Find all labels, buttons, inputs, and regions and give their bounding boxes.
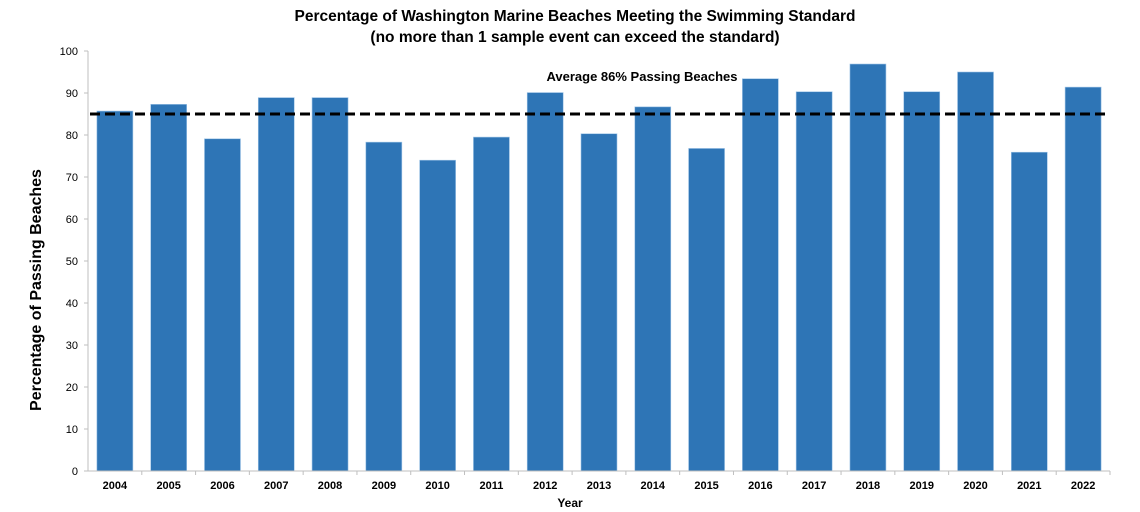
bar-2009 — [365, 141, 403, 472]
bar-2019 — [903, 91, 941, 472]
y-tick-label: 90 — [66, 88, 78, 100]
x-tick-label: 2010 — [425, 480, 449, 492]
x-tick-label: 2007 — [264, 480, 288, 492]
y-tick-label: 80 — [66, 130, 78, 142]
x-tick-label: 2011 — [479, 480, 503, 492]
x-tick-label: 2015 — [694, 480, 718, 492]
average-line-label: Average 86% Passing Beaches — [546, 69, 737, 84]
y-tick-label: 30 — [66, 340, 78, 352]
bar-2007 — [257, 97, 295, 472]
x-tick-label: 2016 — [748, 480, 772, 492]
y-tick-label: 70 — [66, 172, 78, 184]
bar-2016 — [742, 78, 779, 472]
x-tick-label: 2017 — [802, 480, 826, 492]
chart-subtitle: (no more than 1 sample event can exceed … — [370, 29, 779, 46]
x-tick-label: 2005 — [156, 480, 180, 492]
y-tick-label: 10 — [66, 424, 78, 436]
x-tick-label: 2019 — [909, 480, 933, 492]
bar-2010 — [419, 159, 456, 472]
bar-2008 — [311, 97, 349, 472]
x-tick-label: 2004 — [103, 480, 128, 492]
bar-2018 — [849, 63, 887, 472]
x-tick-label: 2008 — [318, 480, 342, 492]
bar-2006 — [204, 138, 241, 472]
y-tick-label: 100 — [60, 46, 78, 58]
x-tick-label: 2018 — [856, 480, 880, 492]
bar-2014 — [634, 106, 672, 472]
bar-2020 — [957, 71, 994, 472]
x-tick-label: 2022 — [1071, 480, 1095, 492]
y-tick-label: 0 — [72, 466, 78, 478]
bar-2004 — [96, 110, 134, 472]
x-tick-label: 2013 — [587, 480, 611, 492]
bar-2013 — [580, 133, 618, 472]
y-tick-label: 50 — [66, 256, 78, 268]
x-tick-label: 2020 — [963, 480, 987, 492]
bar-2005 — [150, 104, 187, 472]
y-tick-label: 40 — [66, 298, 78, 310]
bar-2021 — [1011, 151, 1048, 472]
x-tick-label: 2021 — [1017, 480, 1041, 492]
y-tick-label: 20 — [66, 382, 78, 394]
x-tick-label: 2006 — [210, 480, 234, 492]
bar-2022 — [1064, 86, 1102, 472]
bar-2011 — [473, 136, 510, 472]
chart-title: Percentage of Washington Marine Beaches … — [295, 8, 856, 25]
bar-2017 — [795, 91, 833, 472]
x-tick-label: 2009 — [372, 480, 396, 492]
y-tick-label: 60 — [66, 214, 78, 226]
y-axis-label: Percentage of Passing Beaches — [28, 169, 45, 411]
x-tick-label: 2012 — [533, 480, 557, 492]
bar-2015 — [688, 148, 725, 472]
x-axis-label: Year — [557, 496, 583, 510]
bar-2012 — [526, 92, 564, 472]
x-tick-label: 2014 — [641, 480, 666, 492]
